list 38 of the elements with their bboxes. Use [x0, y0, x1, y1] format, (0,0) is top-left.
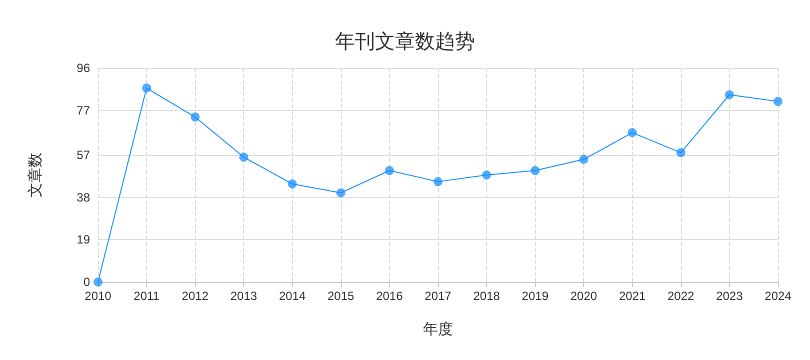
- point: [482, 170, 492, 180]
- x-axis-title: 年度: [423, 321, 453, 338]
- x-tick-label: 2022: [668, 289, 695, 303]
- y-axis-title: 文章数: [27, 152, 44, 198]
- point: [774, 96, 782, 106]
- x-tick-label: 2011: [134, 289, 160, 303]
- y-tick-label: 0: [83, 275, 90, 289]
- point: [579, 154, 588, 164]
- x-tick-label: 2010: [84, 289, 112, 303]
- x-tick-label: 2021: [618, 289, 646, 303]
- y-tick-label: 57: [76, 148, 90, 162]
- point: [676, 148, 686, 158]
- x-tick-label: 2023: [716, 289, 744, 303]
- point: [336, 188, 346, 198]
- x-tick-label: 2020: [570, 289, 598, 303]
- x-tick-label: 2024: [764, 289, 792, 303]
- point: [288, 179, 297, 188]
- y-tick-label: 96: [76, 61, 90, 75]
- chart-title: 年刊文章数趋势: [335, 29, 475, 53]
- x-tick-label: 2015: [328, 289, 355, 303]
- point: [142, 84, 152, 93]
- point: [239, 152, 248, 162]
- x-tick-label: 2014: [278, 289, 306, 303]
- point: [434, 177, 442, 186]
- point: [724, 90, 734, 100]
- x-tick-label: 2016: [376, 289, 404, 303]
- y-tick-label: 38: [76, 190, 90, 204]
- x-tick-label: 2017: [424, 289, 452, 303]
- x-tick-label: 2019: [522, 289, 549, 303]
- y-tick-label: 77: [76, 103, 90, 118]
- y-tick-label: 19: [76, 232, 90, 247]
- x-tick-label: 2012: [182, 289, 209, 303]
- point: [628, 128, 637, 138]
- point: [530, 166, 540, 176]
- point: [384, 166, 394, 176]
- x-tick-label: 2018: [473, 289, 500, 303]
- point: [190, 112, 200, 122]
- x-tick-label: 2013: [230, 289, 258, 303]
